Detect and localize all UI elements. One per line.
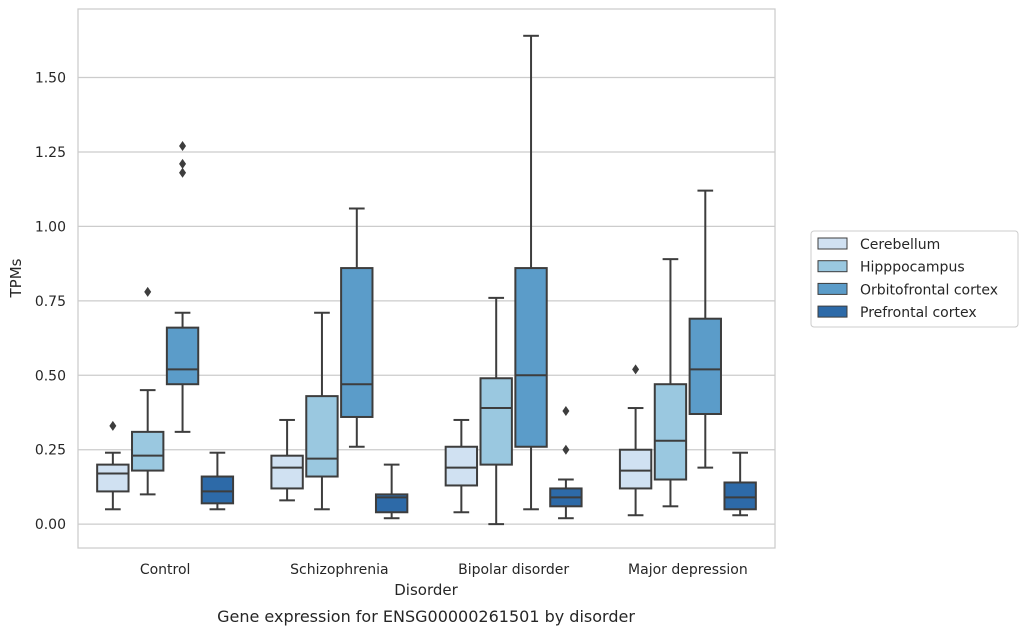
y-axis-title: TPMs: [7, 258, 25, 298]
x-tick-label-control: Control: [140, 562, 191, 578]
box-orbitofrontal-cortex-bipolar-disorder: [514, 34, 548, 511]
box-hipppocampus-schizophrenia: [305, 311, 339, 511]
outlier-point: [179, 167, 187, 178]
iqr-box: [514, 267, 548, 448]
x-tick-labels: Control Schizophrenia Bipolar disorder Majo…: [140, 562, 748, 578]
iqr-box: [444, 445, 479, 487]
iqr-box: [270, 454, 304, 490]
box-prefrontal-cortex-major-depression: [723, 451, 757, 517]
box-cerebellum-schizophrenia: [270, 418, 304, 502]
box-prefrontal-cortex-schizophrenia: [374, 463, 409, 520]
outlier-point: [562, 444, 570, 455]
legend-label-orbitofrontal-cortex: Orbitofrontal cortex: [860, 282, 998, 298]
y-tick-label: 0.50: [35, 368, 66, 384]
iqr-box: [200, 475, 235, 505]
iqr-box: [96, 463, 130, 493]
box-cerebellum-major-depression: [618, 364, 653, 517]
iqr-box: [165, 326, 200, 386]
y-tick-label: 1.25: [35, 145, 66, 161]
outlier-point: [179, 140, 187, 151]
outlier-point: [109, 420, 117, 431]
x-tick-label-bipolar-disorder: Bipolar disorder: [458, 562, 569, 578]
legend-label-hipppocampus: Hipppocampus: [860, 260, 965, 276]
outlier-point: [179, 158, 187, 169]
legend-label-prefrontal-cortex: Prefrontal cortex: [860, 305, 977, 321]
legend-swatch-hipppocampus: [817, 260, 848, 273]
box-hipppocampus-major-depression: [653, 258, 688, 508]
iqr-box: [340, 267, 374, 418]
x-tick-label-major-depression: Major depression: [628, 562, 748, 578]
box-hipppocampus-bipolar-disorder: [479, 296, 513, 526]
iqr-box: [618, 448, 653, 490]
iqr-box: [479, 377, 513, 466]
iqr-box: [723, 481, 757, 511]
boxes: [96, 34, 757, 526]
legend: Cerebellum Hipppocampus Orbitofrontal cort…: [810, 230, 1019, 328]
iqr-box: [131, 430, 165, 472]
outlier-point: [144, 286, 152, 297]
legend-swatch-prefrontal-cortex: [817, 305, 848, 318]
iqr-box: [374, 493, 409, 514]
box-prefrontal-cortex-bipolar-disorder: [549, 406, 583, 520]
legend-frame: [810, 230, 1019, 328]
y-tick-labels: 0.00 0.25 0.50 0.75 1.00 1.25 1.50: [35, 70, 66, 533]
box-cerebellum-bipolar-disorder: [444, 418, 479, 514]
y-tick-label: 0.75: [35, 294, 66, 310]
x-axis-title: Disorder: [394, 581, 458, 599]
plot-frame: [77, 8, 776, 549]
legend-swatch-cerebellum: [817, 237, 848, 250]
iqr-box: [305, 395, 339, 478]
outlier-point: [632, 364, 640, 375]
legend-label-cerebellum: Cerebellum: [860, 237, 940, 253]
box-orbitofrontal-cortex-major-depression: [688, 189, 722, 469]
chart-caption: Gene expression for ENSG00000261501 by d…: [217, 607, 635, 626]
outlier-point: [562, 406, 570, 417]
y-tick-label: 1.50: [35, 70, 66, 86]
iqr-box: [653, 383, 688, 481]
y-tick-label: 1.00: [35, 219, 66, 235]
box-orbitofrontal-cortex-control: [165, 140, 200, 433]
box-cerebellum-control: [96, 420, 130, 511]
y-tick-label: 0.00: [35, 517, 66, 533]
iqr-box: [688, 317, 722, 415]
legend-swatch-orbitofrontal-cortex: [817, 282, 848, 295]
box-hipppocampus-control: [131, 286, 165, 496]
y-tick-label: 0.25: [35, 443, 66, 459]
box-orbitofrontal-cortex-schizophrenia: [340, 207, 374, 448]
x-tick-label-schizophrenia: Schizophrenia: [290, 562, 388, 578]
box-prefrontal-cortex-control: [200, 451, 235, 511]
